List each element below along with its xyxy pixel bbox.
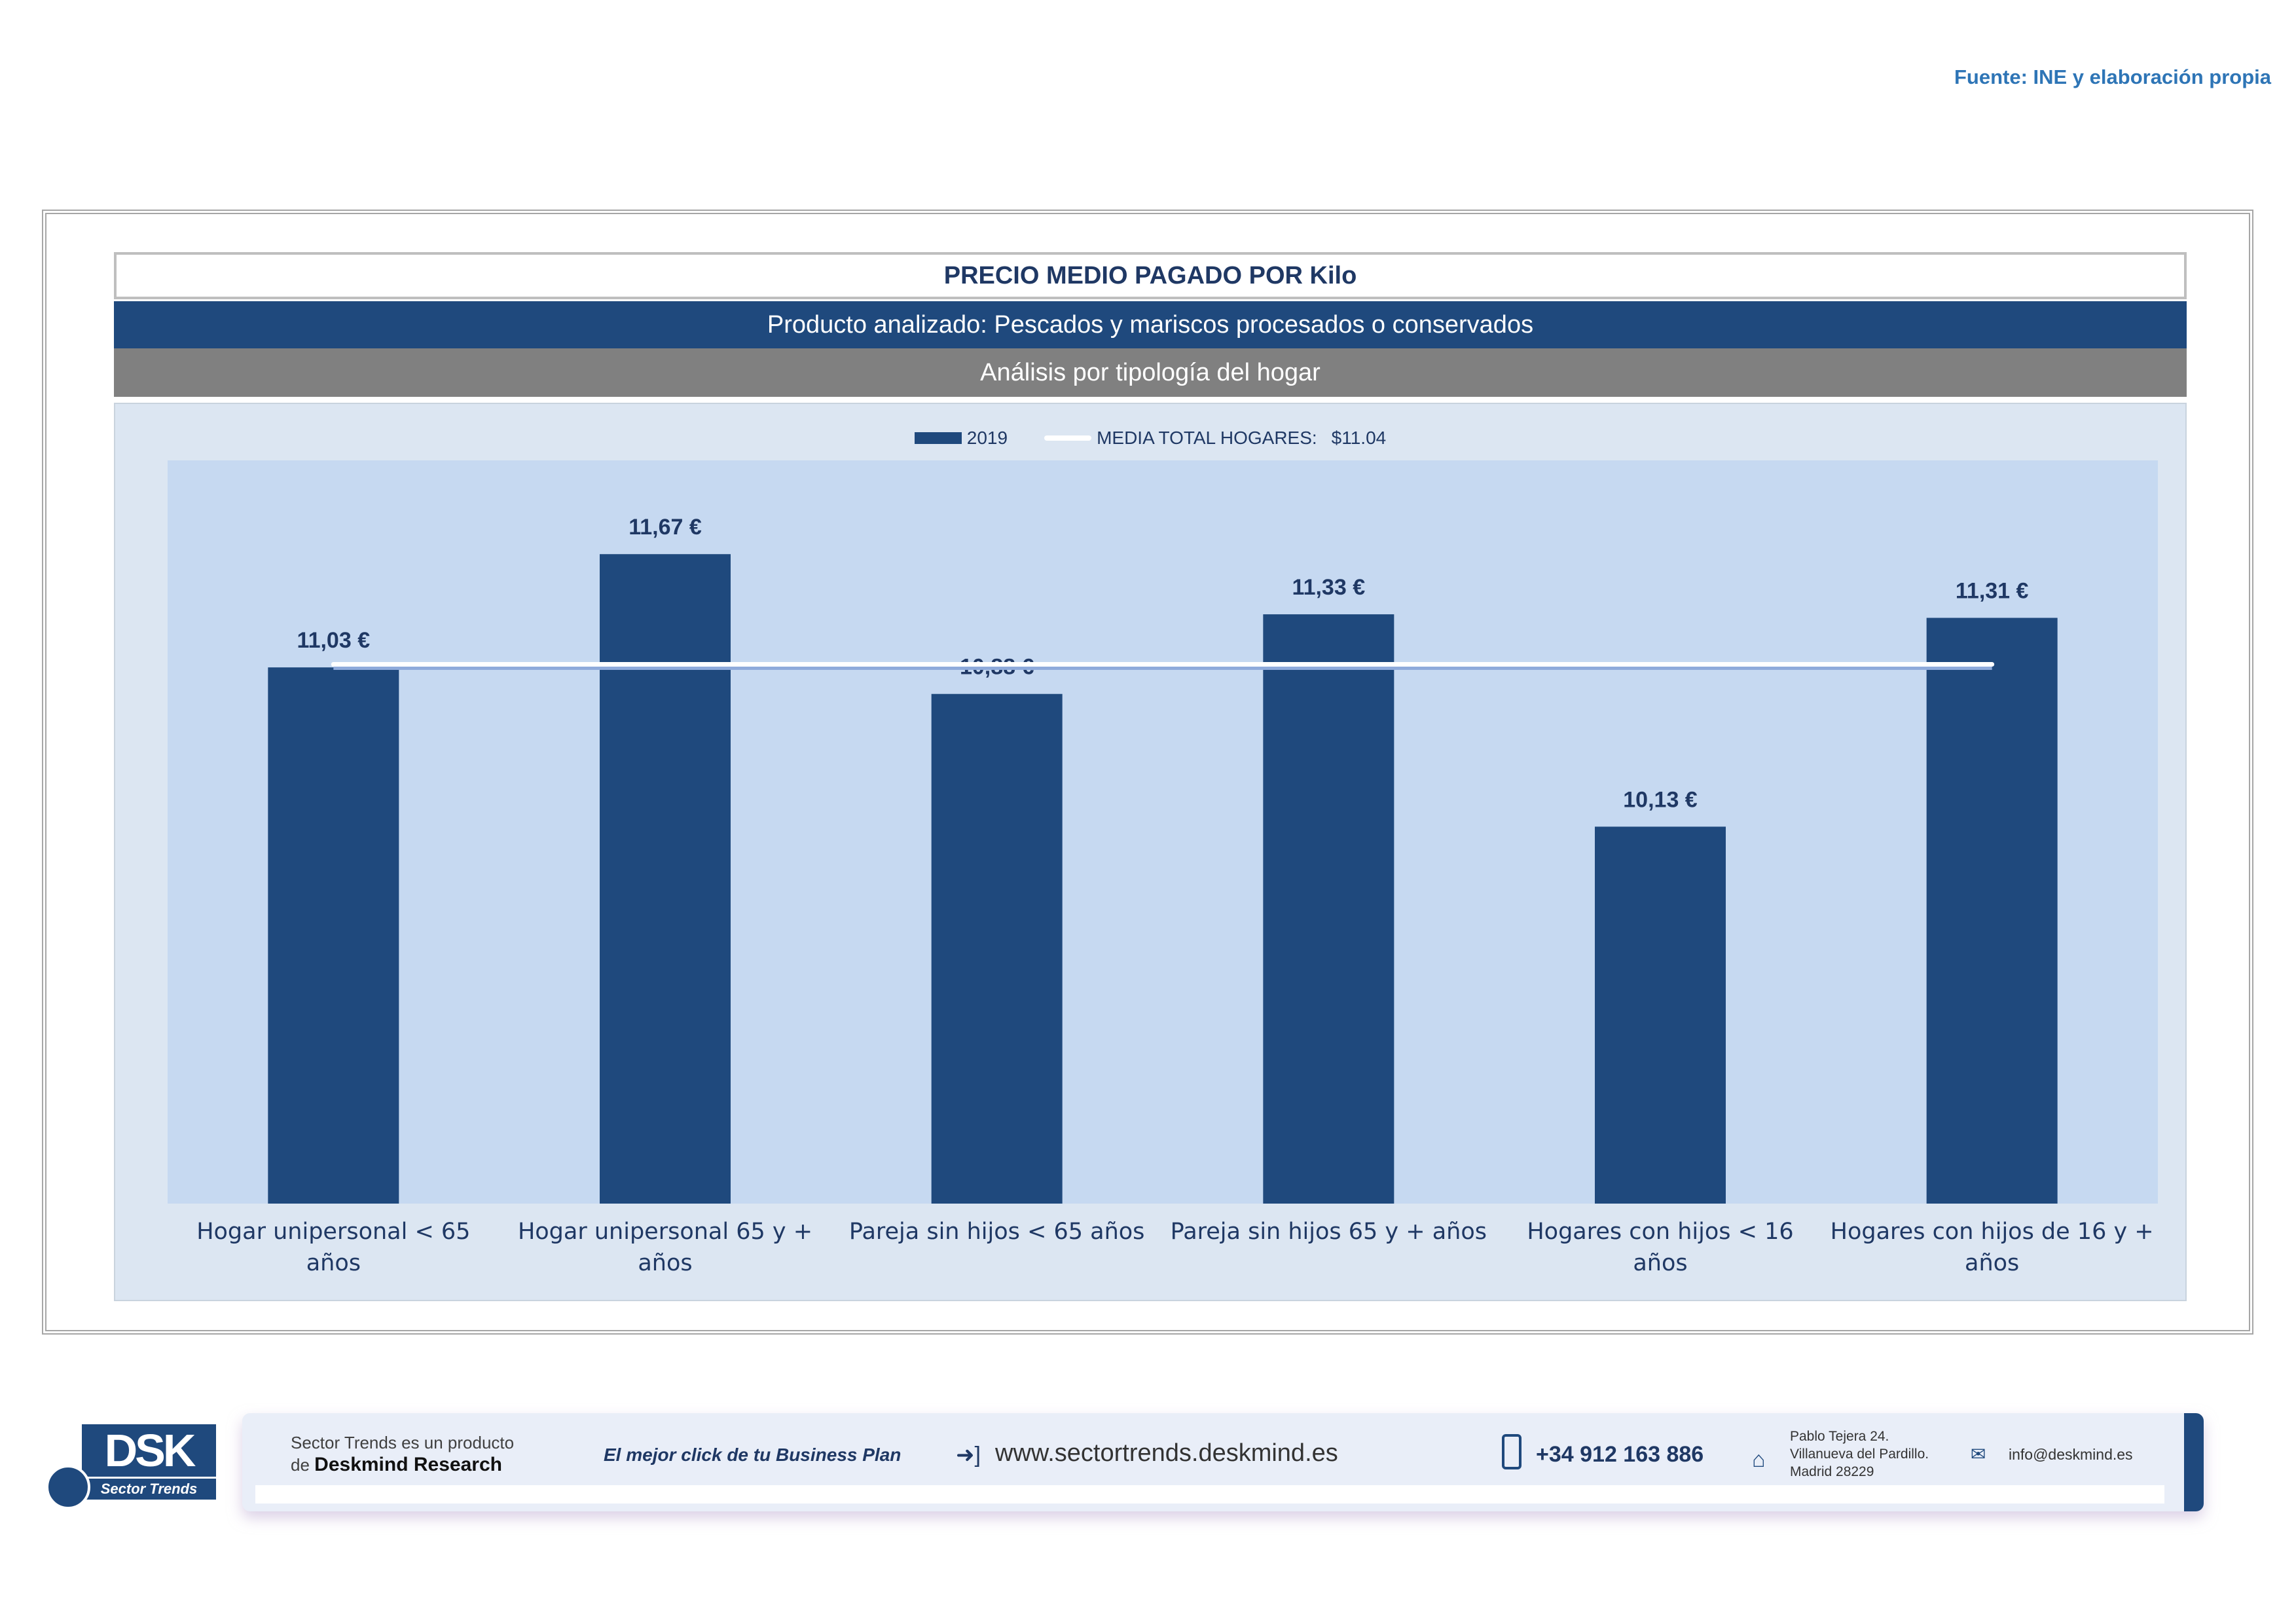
mail-icon: ✉ xyxy=(1971,1444,1986,1464)
legend-label-2019: 2019 xyxy=(966,428,1008,448)
data-label-4: 11,33 € xyxy=(1292,575,1366,600)
footer-line2-prefix: de xyxy=(291,1455,310,1475)
category-label-4: Pareja sin hijos 65 y + años xyxy=(1165,1216,1492,1247)
bar-6 xyxy=(1926,618,2058,1204)
chart-title: PRECIO MEDIO PAGADO POR Kilo xyxy=(114,252,2187,299)
category-label-6-line-1: Hogares con hijos de 16 y + xyxy=(1830,1219,2154,1245)
footer-email[interactable]: info@deskmind.es xyxy=(2009,1446,2133,1463)
plot-area xyxy=(168,460,2158,1204)
logo-text: DSK xyxy=(82,1424,216,1477)
footer-address: Pablo Tejera 24. Villanueva del Pardillo… xyxy=(1790,1428,1929,1481)
data-label-1: 11,03 € xyxy=(297,628,371,653)
category-label-1: Hogar unipersonal < 65 años xyxy=(170,1216,497,1279)
bar-1 xyxy=(268,667,399,1204)
legend: 2019 MEDIA TOTAL HOGARES: $11.04 xyxy=(115,428,2185,449)
website-icon: ➜] xyxy=(956,1443,981,1467)
address-line-2: Villanueva del Pardillo. xyxy=(1790,1447,1929,1462)
footer-website[interactable]: www.sectortrends.deskmind.es xyxy=(995,1439,1338,1467)
bar-2 xyxy=(600,554,731,1204)
legend-mean-value: $11.04 xyxy=(1331,428,1387,448)
dsk-logo: DSK Sector Trends xyxy=(46,1424,216,1509)
category-label-2-line-1: Hogar unipersonal 65 y + xyxy=(517,1219,813,1245)
category-label-1-line-1: Hogar unipersonal < 65 años xyxy=(196,1219,471,1276)
source-note: Fuente: INE y elaboración propia xyxy=(1954,65,2271,88)
legend-line-swatch xyxy=(1044,435,1092,441)
category-label-3-line-1: Pareja sin hijos < 65 años xyxy=(848,1219,1145,1245)
chart-area: 2019 MEDIA TOTAL HOGARES: $11.04 11,03 €… xyxy=(114,403,2187,1301)
chart-frame xyxy=(42,210,2253,1335)
bar-3 xyxy=(931,693,1063,1204)
data-label-6: 11,31 € xyxy=(1956,579,2029,604)
data-label-2: 11,67 € xyxy=(629,515,702,540)
category-label-2-line-2: años xyxy=(638,1250,693,1276)
address-line-3: Madrid 28229 xyxy=(1790,1464,1874,1479)
footer-bottom-strip xyxy=(255,1485,2164,1504)
footer-slogan: El mejor click de tu Business Plan xyxy=(604,1445,902,1465)
product-subtitle: Producto analizado: Pescados y mariscos … xyxy=(114,301,2187,348)
footer-brand: Deskmind Research xyxy=(314,1454,502,1475)
data-label-5: 10,13 € xyxy=(1623,787,1698,812)
category-label-3: Pareja sin hijos < 65 años xyxy=(833,1216,1161,1247)
category-label-5-line-1: Hogares con hijos < 16 años xyxy=(1527,1219,1794,1276)
legend-item-mean: MEDIA TOTAL HOGARES: $11.04 xyxy=(1044,428,1386,449)
category-label-2: Hogar unipersonal 65 y + años xyxy=(501,1216,829,1279)
legend-item-2019: 2019 xyxy=(914,428,1008,449)
bar-4 xyxy=(1263,614,1394,1204)
category-label-6: Hogares con hijos de 16 y + años xyxy=(1829,1216,2156,1279)
footer-accent-stripe xyxy=(2184,1413,2204,1511)
phone-icon xyxy=(1502,1434,1522,1469)
address-line-1: Pablo Tejera 24. xyxy=(1790,1429,1889,1444)
category-label-6-line-2: años xyxy=(1965,1250,2020,1276)
category-label-5: Hogares con hijos < 16 años xyxy=(1497,1216,1824,1279)
bar-chart-svg: 11,03 €11,67 €10,88 €11,33 €10,13 €11,31… xyxy=(168,460,2158,1204)
logo-subtitle: Sector Trends xyxy=(82,1477,216,1500)
bar-5 xyxy=(1595,826,1726,1204)
analysis-subtitle: Análisis por tipología del hogar xyxy=(114,348,2187,397)
category-label-4-line-1: Pareja sin hijos 65 y + años xyxy=(1170,1219,1487,1245)
footer-line1: Sector Trends es un producto xyxy=(291,1433,515,1452)
footer-line2: de Deskmind Research xyxy=(291,1454,502,1476)
footer-banner: Sector Trends es un producto de Deskmind… xyxy=(242,1413,2204,1511)
legend-label-mean: MEDIA TOTAL HOGARES: xyxy=(1097,428,1317,448)
legend-bar-swatch xyxy=(914,432,962,444)
footer-phone[interactable]: +34 912 163 886 xyxy=(1536,1442,1704,1467)
home-icon: ⌂ xyxy=(1752,1447,1766,1472)
rocket-icon xyxy=(46,1465,90,1509)
